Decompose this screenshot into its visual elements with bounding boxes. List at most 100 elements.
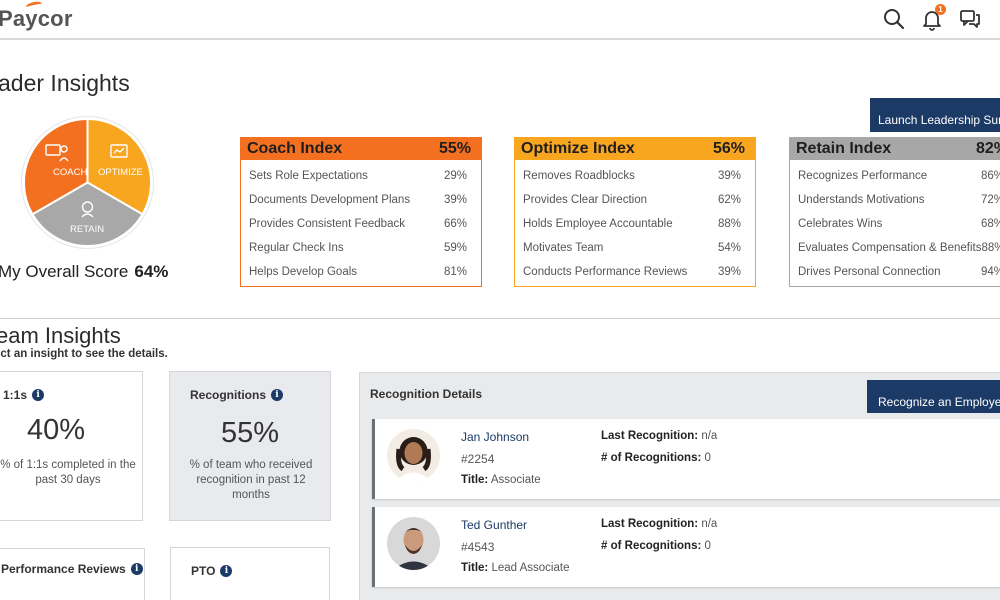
logo-text: Paycor — [0, 6, 73, 31]
person-id: #2254 — [461, 452, 495, 466]
coach-index-header: Coach Index 55% — [241, 138, 481, 160]
retain-index-clip: Retain Index 82% Recognizes Performance 8… — [789, 137, 1000, 287]
person-name-link[interactable]: Ted Gunther — [461, 518, 528, 532]
optimize-index-score: 56% — [712, 140, 745, 157]
index-row: Documents Development Plans 39% — [241, 188, 481, 212]
index-row-label: Removes Roadblocks — [523, 170, 635, 182]
notification-badge: 1 — [935, 4, 946, 15]
recognize-employee-button[interactable]: Recognize an Employee — [867, 380, 1000, 413]
tile-title-text: Recognitions — [190, 388, 267, 402]
performance-reviews-tile[interactable]: Performance Reviews i — [0, 548, 145, 600]
person-id: #4543 — [461, 540, 495, 554]
oneonones-tile-desc: % of 1:1s completed in the past 30 days — [0, 459, 136, 486]
index-row-value: 62% — [717, 194, 741, 206]
index-row-label: Documents Development Plans — [249, 194, 411, 206]
avatar — [387, 429, 440, 482]
pie-label-coach: COACH — [53, 167, 87, 178]
index-row-value: 68% — [980, 218, 1000, 230]
optimize-index-title: Optimize Index — [521, 140, 635, 157]
index-row-label: Celebrates Wins — [798, 218, 883, 230]
index-row-label: Holds Employee Accountable — [523, 218, 673, 230]
recognition-count-value: 0 — [704, 452, 711, 464]
recognition-count-label: # of Recognitions: — [601, 540, 702, 552]
index-row-label: Recognizes Performance — [798, 170, 928, 182]
tile-title-text: Performance Reviews — [1, 562, 126, 576]
team-insights-heading: eam Insights — [0, 323, 121, 348]
index-row: Removes Roadblocks 39% — [515, 164, 755, 188]
info-icon[interactable]: i — [271, 389, 284, 401]
index-row: Recognizes Performance 86% — [790, 164, 1000, 188]
index-row-value: 72% — [980, 194, 1000, 206]
last-recognition-value: n/a — [701, 518, 718, 530]
index-row: Provides Clear Direction 62% — [515, 188, 755, 212]
search-icon[interactable] — [882, 7, 906, 31]
index-row-label: Regular Check Ins — [249, 242, 344, 254]
coach-index-card[interactable]: Coach Index 55% Sets Role Expectations 29… — [240, 137, 482, 287]
recognitions-tile[interactable]: Recognitions i 55% % of team who received… — [169, 371, 331, 521]
leader-insights-heading: ader Insights — [0, 70, 130, 96]
bell-icon[interactable]: 1 — [920, 4, 946, 31]
pie-label-optimize: OPTIMIZE — [98, 167, 143, 178]
oneonones-tile[interactable]: 1:1s i 40% % of 1:1s completed in the pas… — [0, 371, 143, 521]
index-row-value: 88% — [717, 218, 741, 230]
chat-icon[interactable] — [958, 7, 982, 31]
person-name-link[interactable]: Jan Johnson — [461, 430, 530, 444]
recognition-count-value: 0 — [704, 540, 711, 552]
recognition-person-card[interactable]: Jan Johnson #2254 Title: Associate Last … — [372, 419, 1000, 499]
recognition-count-label: # of Recognitions: — [601, 452, 702, 464]
optimize-index-card[interactable]: Optimize Index 56% Removes Roadblocks 39%… — [514, 137, 756, 287]
info-icon[interactable]: i — [220, 565, 233, 577]
info-icon[interactable]: i — [130, 563, 143, 575]
pto-tile[interactable]: PTO i — [170, 547, 330, 600]
person-title: Title: Lead Associate — [461, 562, 569, 574]
recognition-details-title: Recognition Details — [370, 387, 483, 401]
info-icon[interactable]: i — [32, 389, 45, 401]
title-label: Title: — [461, 562, 489, 574]
pie-label-retain: RETAIN — [70, 224, 104, 235]
index-row-label: Provides Consistent Feedback — [249, 218, 405, 230]
paycor-logo[interactable]: Paycor — [0, 0, 73, 32]
performance-reviews-tile-title: Performance Reviews i — [1, 562, 143, 576]
oneonones-tile-title: 1:1s i — [3, 388, 45, 402]
recognitions-tile-value: 55% — [221, 417, 280, 449]
index-row: Motivates Team 54% — [515, 236, 755, 260]
index-row: Drives Personal Connection 94% — [790, 260, 1000, 284]
last-recognition-label: Last Recognition: — [601, 518, 699, 530]
index-row: Sets Role Expectations 29% — [241, 164, 481, 188]
index-row: Regular Check Ins 59% — [241, 236, 481, 260]
index-row-label: Drives Personal Connection — [798, 266, 941, 278]
retain-index-card[interactable]: Retain Index 82% Recognizes Performance 8… — [789, 137, 1000, 287]
index-row-value: 39% — [717, 266, 741, 278]
index-row-value: 29% — [443, 170, 467, 182]
tile-title-text: PTO — [191, 564, 216, 578]
pto-tile-title: PTO i — [191, 564, 233, 578]
index-row: Holds Employee Accountable 88% — [515, 212, 755, 236]
index-row-value: 54% — [717, 242, 741, 254]
index-row-label: Helps Develop Goals — [249, 266, 358, 278]
index-row-label: Understands Motivations — [798, 194, 925, 206]
recognition-person-card[interactable]: Ted Gunther #4543 Title: Lead Associate … — [372, 507, 1000, 587]
recognition-count: # of Recognitions: 0 — [601, 452, 711, 464]
index-row: Celebrates Wins 68% — [790, 212, 1000, 236]
tile-title-text: 1:1s — [3, 388, 28, 402]
last-recognition-value: n/a — [701, 430, 718, 442]
overall-score-value: 64% — [134, 262, 169, 281]
index-row-value: 39% — [717, 170, 741, 182]
index-row-value: 81% — [443, 266, 467, 278]
index-row: Conducts Performance Reviews 39% — [515, 260, 755, 284]
coach-index-title: Coach Index — [247, 140, 343, 157]
index-row-value: 66% — [443, 218, 467, 230]
last-recognition-label: Last Recognition: — [601, 430, 699, 442]
recognitions-tile-title: Recognitions i — [190, 388, 284, 402]
index-row-label: Evaluates Compensation & Benefits — [798, 242, 982, 254]
recognition-count: # of Recognitions: 0 — [601, 540, 711, 552]
overall-score-label: My Overall Score — [0, 262, 129, 281]
index-row-value: 39% — [443, 194, 467, 206]
team-insights-subtitle: ect an insight to see the details. — [0, 348, 168, 360]
last-recognition: Last Recognition: n/a — [601, 518, 717, 530]
launch-leadership-survey-button[interactable]: Launch Leadership Survey — [870, 98, 1000, 132]
oneonones-tile-value: 40% — [27, 414, 86, 446]
index-row-value: 94% — [980, 266, 1000, 278]
title-label: Title: — [461, 474, 489, 486]
